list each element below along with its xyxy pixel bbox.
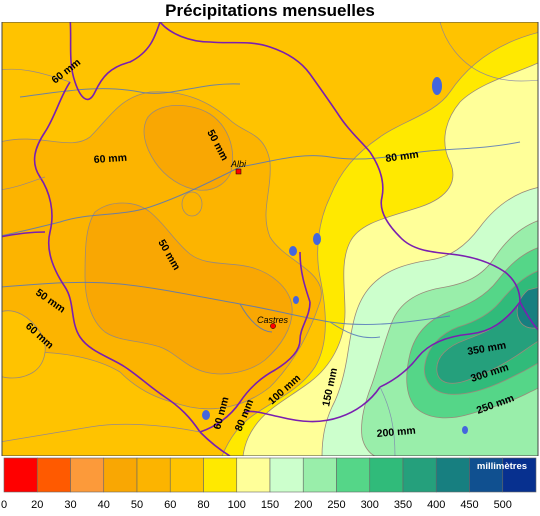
contour-label-80-mm-ne: 80 mm [385, 148, 420, 165]
legend-swatch-5 [169, 457, 204, 493]
legend-tick-250: 250 [327, 499, 345, 511]
department-borders [2, 22, 538, 456]
legend-unit-label: millimètres [477, 461, 527, 472]
legend-swatch-9 [302, 457, 337, 493]
legend-swatch-13 [435, 457, 470, 493]
legend-tick-350: 350 [394, 499, 412, 511]
legend-swatches [3, 457, 537, 493]
city-castres: Castres [257, 315, 289, 329]
legend-swatch-7 [236, 457, 271, 493]
legend-swatch-11 [369, 457, 404, 493]
legend-swatch-2 [70, 457, 105, 493]
contour-label-60-mm-north: 60 mm [93, 152, 127, 166]
legend-tick-60: 60 [164, 499, 176, 511]
legend-tick-200: 200 [294, 499, 312, 511]
legend-tick-50: 50 [131, 499, 143, 511]
legend-tick-450: 450 [460, 499, 478, 511]
city-marker-albi [235, 168, 242, 175]
legend-tick-500: 500 [494, 499, 512, 511]
color-legend: 0 20 30 40 50 60 80 100 150 200 250 300 350 400 450 500… [1, 457, 537, 511]
legend-swatch-10 [336, 457, 371, 493]
lakes [202, 77, 468, 434]
legend-ticks: 0 20 30 40 50 60 80 100 150 200 250 300 350 400 450 500 [1, 499, 512, 511]
city-label-castres: Castres [257, 315, 289, 325]
secondary-borders [2, 22, 538, 456]
legend-swatch-12 [402, 457, 437, 493]
legend-swatch-0 [3, 457, 38, 493]
city-label-albi: Albi [230, 159, 247, 169]
legend-tick-40: 40 [98, 499, 110, 511]
legend-swatch-3 [103, 457, 138, 493]
legend-tick-100: 100 [228, 499, 246, 511]
legend-tick-300: 300 [361, 499, 379, 511]
map-frame [1, 22, 539, 456]
island-60-small [181, 191, 203, 217]
legend-tick-20: 20 [31, 499, 43, 511]
legend-tick-400: 400 [427, 499, 445, 511]
legend-tick-0: 0 [1, 499, 7, 511]
contour-label-200-mm: 200 mm [376, 425, 416, 440]
city-marker-castres [270, 323, 276, 329]
rivers [2, 83, 521, 339]
legend-swatch-1 [36, 457, 71, 493]
band-40-50-albi [143, 104, 234, 191]
legend-tick-80: 80 [197, 499, 209, 511]
legend-tick-30: 30 [64, 499, 76, 511]
city-albi: Albi [230, 159, 247, 175]
island-60-80-west [2, 310, 46, 379]
legend-swatch-4 [136, 457, 171, 493]
map-title: Précipitations mensuelles [165, 1, 375, 20]
legend-swatch-6 [203, 457, 238, 493]
legend-tick-150: 150 [261, 499, 279, 511]
precipitation-map[interactable]: 60 mm 60 mm 50 mm 50 mm 50 mm 60 mm 80 m… [0, 22, 540, 456]
band-40-50-center [84, 202, 293, 375]
legend-swatch-14 [469, 457, 504, 493]
legend-swatch-15 [502, 457, 537, 493]
legend-swatch-8 [269, 457, 304, 493]
